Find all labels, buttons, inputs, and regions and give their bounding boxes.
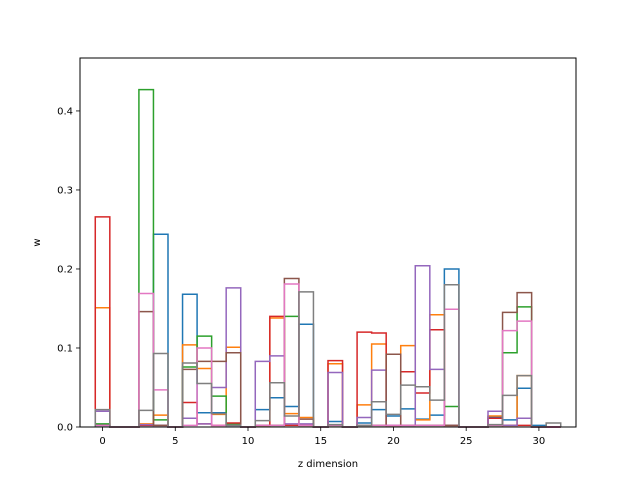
series-layer <box>94 88 562 428</box>
x-tick-label: 25 <box>460 436 473 447</box>
x-tick-label: 30 <box>533 436 546 447</box>
x-tick-label: 10 <box>242 436 255 447</box>
x-tick-label: 20 <box>387 436 400 447</box>
y-tick-label: 0.3 <box>57 185 73 196</box>
plot-frame <box>79 57 577 428</box>
series-5-step <box>94 265 561 428</box>
x-tick-label: 5 <box>172 436 178 447</box>
y-axis-ticks: 0.0 0.1 0.2 0.3 0.4 <box>57 106 80 434</box>
y-tick-label: 0.1 <box>57 343 73 354</box>
y-axis-label: w <box>32 238 43 246</box>
x-axis-label: z dimension <box>298 459 358 470</box>
y-tick-label: 0.4 <box>57 106 73 117</box>
x-axis-ticks: 0 5 10 15 20 25 30 <box>99 427 545 447</box>
x-tick-label: 0 <box>99 436 105 447</box>
y-tick-label: 0.0 <box>57 423 73 434</box>
x-tick-label: 15 <box>314 436 327 447</box>
y-tick-label: 0.2 <box>57 264 73 275</box>
